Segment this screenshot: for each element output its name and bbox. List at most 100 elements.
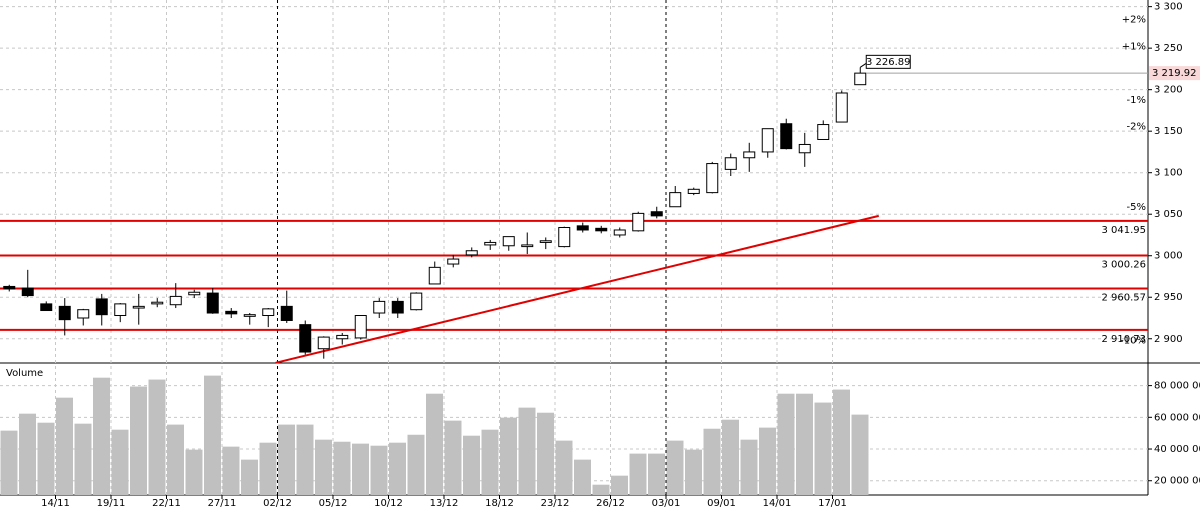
x-tick-label: 02/12	[263, 498, 292, 509]
y-tick-label: 3 150	[1154, 126, 1183, 137]
candle-body	[761, 128, 774, 153]
y-tick-label: 2 950	[1154, 292, 1183, 303]
candle-body	[484, 241, 497, 246]
candle-body	[428, 266, 441, 285]
volume-bar	[759, 427, 776, 495]
volume-bar	[740, 439, 758, 495]
candle-body	[95, 298, 108, 316]
y-tick-label: 3 000	[1154, 251, 1183, 262]
candle-body	[114, 303, 127, 317]
candle-body	[576, 225, 589, 231]
volume-bar	[185, 449, 203, 495]
candle-body	[687, 188, 700, 194]
candle-body	[169, 295, 182, 306]
level-label: 3 041.95	[1101, 225, 1146, 236]
candle-body	[447, 258, 460, 265]
x-tick-label: 19/11	[97, 498, 126, 509]
volume-bar	[148, 379, 166, 495]
candle-body	[280, 305, 293, 321]
candle-body	[77, 309, 90, 319]
volume-bar	[389, 442, 406, 495]
percent-label: -1%	[1127, 95, 1146, 106]
y-tick-label: 60 000 000	[1154, 412, 1200, 423]
y-tick-label: 3 300	[1154, 2, 1183, 13]
volume-bar	[222, 446, 240, 495]
volume-bar	[518, 407, 536, 495]
candle-body	[3, 285, 16, 290]
percent-label: -5%	[1127, 202, 1146, 213]
level-label: 2 960.57	[1101, 292, 1146, 303]
candle-body	[780, 123, 793, 150]
volume-bar	[592, 484, 610, 495]
y-tick-label: 3 100	[1154, 168, 1183, 179]
candle-body	[613, 229, 626, 236]
volume-bar	[111, 429, 129, 495]
volume-bar	[500, 417, 517, 495]
volume-bar	[370, 445, 388, 495]
candle-body	[632, 212, 645, 232]
candle-body	[40, 303, 53, 312]
y-tick-label: 3 200	[1154, 85, 1183, 96]
candle-body	[317, 336, 330, 350]
x-tick-label: 27/11	[208, 498, 237, 509]
candle-body	[465, 250, 478, 256]
candle-body	[132, 305, 145, 309]
volume-bar	[666, 440, 684, 495]
candle-body	[188, 291, 201, 296]
candle-body	[724, 157, 737, 170]
candle-body	[354, 315, 367, 339]
x-tick-label: 03/01	[652, 498, 681, 509]
x-tick-label: 23/12	[541, 498, 570, 509]
x-tick-label: 26/12	[596, 498, 625, 509]
volume-bar	[130, 386, 147, 495]
callout-box	[865, 54, 911, 69]
volume-bar	[777, 393, 795, 495]
percent-label: -10%	[1120, 335, 1146, 346]
candle-body	[539, 240, 552, 243]
callout-connector	[859, 62, 867, 68]
volume-bar	[259, 442, 277, 495]
volume-bar	[352, 443, 369, 495]
volume-bar	[37, 422, 55, 495]
y-tick-label: 80 000 000	[1154, 381, 1200, 392]
candle-body	[21, 287, 34, 297]
volume-bar	[241, 459, 258, 495]
y-tick-label: 3 250	[1154, 43, 1183, 54]
candle-body	[595, 227, 608, 232]
candle-body	[558, 226, 571, 248]
callout-label: 3 226.89	[866, 57, 911, 68]
volume-bar	[833, 389, 850, 495]
volume-bar	[722, 419, 739, 495]
candle-body	[835, 92, 848, 123]
percent-label: +1%	[1122, 41, 1146, 52]
y-tick-label: 20 000 000	[1154, 476, 1200, 487]
volume-bar	[296, 424, 314, 495]
volume-bar	[629, 453, 647, 495]
volume-bar	[426, 393, 443, 495]
candle-body	[151, 301, 164, 305]
volume-bar	[93, 377, 110, 495]
candle-body	[262, 308, 275, 317]
x-tick-label: 13/12	[430, 498, 459, 509]
volume-bar	[611, 475, 628, 495]
candle-body	[706, 163, 719, 194]
volume-bar	[703, 428, 721, 495]
volume-bar	[537, 412, 554, 495]
x-tick-label: 05/12	[319, 498, 348, 509]
volume-bar	[407, 434, 425, 495]
candle-body	[817, 124, 830, 140]
level-label: 3 000.26	[1101, 260, 1146, 271]
x-tick-label: 10/12	[374, 498, 403, 509]
volume-bar	[19, 413, 36, 495]
candle-body	[206, 292, 219, 314]
last-price-box	[1149, 66, 1200, 81]
candle-body	[669, 192, 682, 208]
y-tick-label: 2 900	[1154, 334, 1183, 345]
candle-body	[502, 236, 515, 247]
candle-body	[391, 300, 404, 314]
level-label: 2 910.73	[1101, 334, 1146, 345]
volume-bar	[0, 430, 18, 495]
candle-body	[373, 300, 386, 314]
